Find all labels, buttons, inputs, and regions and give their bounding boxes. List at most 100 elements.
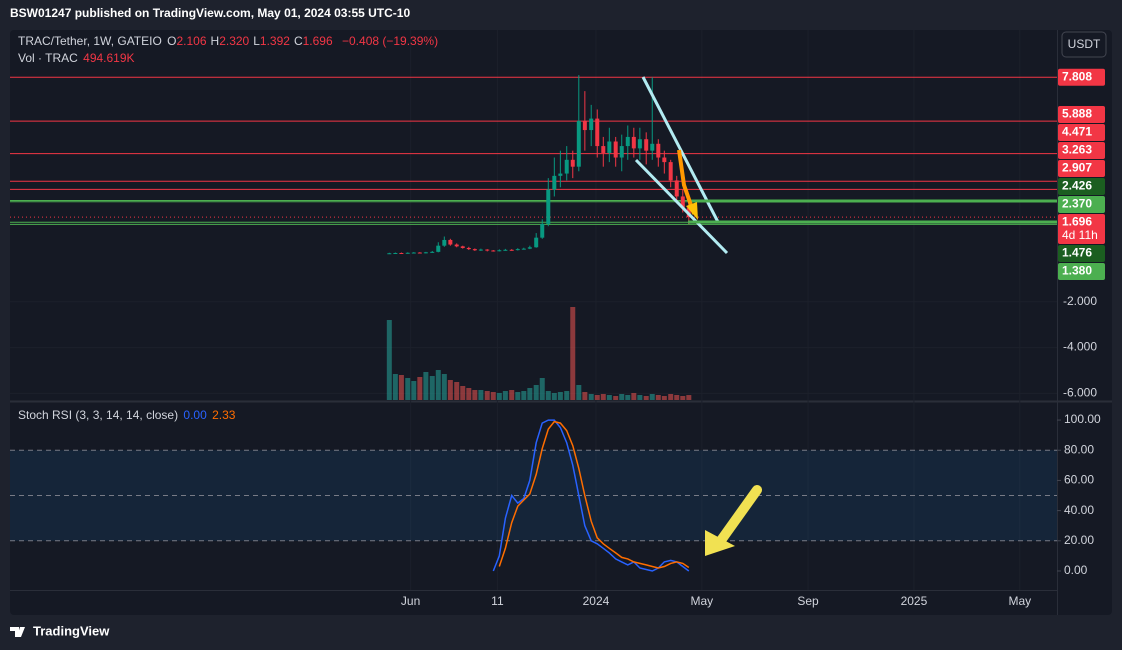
ohlc-label: H	[210, 34, 220, 48]
candle-body	[515, 249, 520, 251]
stoch-legend: Stoch RSI (3, 3, 14, 14, close) 0.00 2.3…	[18, 408, 237, 422]
candle-body	[564, 159, 569, 174]
candle-body	[589, 118, 594, 131]
price-label: 1.696	[1062, 215, 1092, 229]
y-tick-label: 80.00	[1064, 442, 1094, 456]
volume-bar	[417, 377, 423, 400]
volume-bar	[454, 382, 460, 400]
price-label: 1.380	[1062, 264, 1092, 278]
y-tick-label: 100.00	[1064, 412, 1101, 426]
volume-bar	[460, 386, 466, 400]
volume-bar	[411, 381, 417, 400]
candle-body	[613, 141, 618, 158]
candle-body	[625, 136, 630, 147]
price-label: 2.370	[1062, 197, 1092, 211]
x-tick-label: Jun	[401, 594, 420, 608]
candle-body	[485, 249, 490, 251]
volume-bar	[655, 395, 661, 400]
volume-bar	[423, 372, 429, 400]
candle-body	[411, 252, 416, 254]
volume-bar	[466, 388, 472, 400]
x-tick-label: 2025	[901, 594, 928, 608]
volume-bar	[392, 374, 398, 400]
volume-bar	[484, 391, 490, 400]
candle-body	[430, 251, 435, 253]
candle-body	[442, 239, 447, 246]
stoch-line	[492, 419, 690, 572]
volume-bar	[441, 374, 447, 400]
candle-body	[656, 143, 661, 158]
price-label-box	[1058, 178, 1105, 196]
annotations	[634, 76, 1057, 556]
volume-bar	[496, 393, 502, 400]
volume-bar	[594, 395, 600, 400]
candle-body	[423, 252, 428, 254]
trend-line	[634, 158, 729, 255]
price-label-box	[1058, 245, 1105, 263]
price-label-box	[1058, 106, 1105, 124]
candle-body	[607, 141, 612, 153]
candle-body	[595, 118, 600, 147]
volume-bar	[533, 385, 539, 400]
volume-bar	[490, 392, 496, 400]
volume-bar	[674, 395, 680, 400]
y-tick-label: 40.00	[1064, 503, 1094, 517]
volume-bar	[435, 370, 441, 400]
price-label: 4.471	[1062, 125, 1092, 139]
volume-bar	[509, 390, 515, 400]
candle-body	[546, 189, 551, 224]
price-label-box	[1058, 124, 1105, 142]
price-label: 3.263	[1062, 143, 1092, 157]
stoch-d-value: 2.33	[212, 408, 236, 422]
volume-bar	[557, 392, 563, 400]
volume-bar	[619, 394, 625, 400]
volume-bar	[502, 391, 508, 400]
price-label-box	[1058, 196, 1105, 214]
x-tick-label: May	[691, 594, 714, 608]
volume-bar	[668, 394, 674, 400]
ohlc-value: 2.320	[219, 34, 250, 48]
stoch-title: Stoch RSI (3, 3, 14, 14, close)	[18, 408, 179, 422]
yellow-arrowhead	[705, 530, 735, 556]
volume-bar	[472, 390, 478, 400]
currency-button-label[interactable]: USDT	[1068, 37, 1101, 51]
volume-bar	[398, 375, 404, 400]
y-tick-label: 60.00	[1064, 473, 1094, 487]
volume-bar	[570, 307, 576, 400]
brand-name: TradingView	[33, 623, 110, 638]
candle-body	[558, 173, 563, 176]
candle-body	[668, 162, 673, 181]
candle-body	[399, 253, 404, 255]
candle-body	[448, 239, 453, 245]
candle-body	[478, 249, 483, 251]
header-text: BSW01247 published on TradingView.com, M…	[10, 6, 410, 20]
trend-line	[641, 76, 720, 223]
volume-bar	[649, 394, 655, 400]
volume-bar	[478, 390, 484, 400]
candle-body	[637, 139, 642, 149]
candle-body	[674, 180, 679, 197]
volume-bar	[447, 380, 453, 400]
volume-bar	[429, 376, 435, 400]
x-tick-label: Sep	[797, 594, 819, 608]
volume-bar	[582, 392, 588, 400]
price-label: 5.888	[1062, 107, 1092, 121]
currency-button[interactable]	[1061, 31, 1107, 58]
symbol-title: TRAC/Tether, 1W, GATEIO	[18, 34, 162, 48]
volume-bar	[680, 396, 686, 400]
ohlc-label: O	[167, 34, 177, 48]
candle-body	[631, 136, 636, 149]
volume-bar	[515, 392, 521, 400]
yellow-arrow	[717, 485, 762, 544]
volume-bar	[576, 385, 582, 400]
price-label-box	[1058, 214, 1105, 245]
volume-bar	[539, 378, 545, 400]
candle-body	[619, 146, 624, 158]
change: −0.408 (−19.39%)	[342, 34, 439, 48]
x-tick-label: 11	[491, 594, 504, 608]
volume-bar	[386, 320, 392, 400]
candle-body	[540, 223, 545, 238]
candle-body	[466, 247, 471, 250]
ohlc-value: 1.696	[302, 34, 333, 48]
